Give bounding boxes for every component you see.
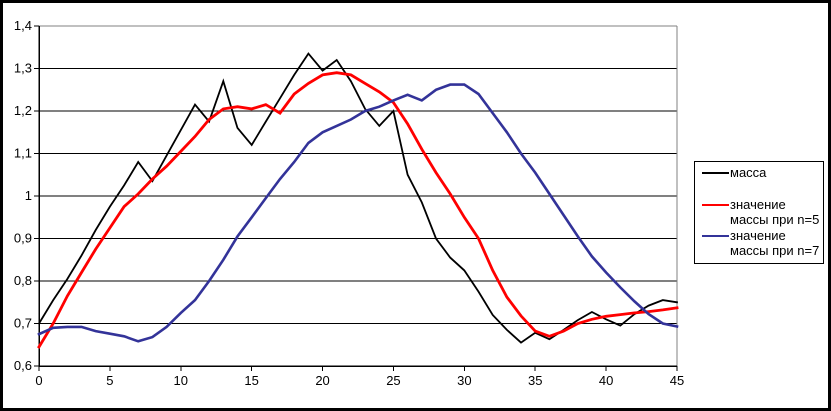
x-axis-label: 15 (244, 373, 258, 388)
y-axis-label: 0,6 (14, 358, 32, 373)
legend-line-swatch-black (702, 172, 729, 174)
x-axis-label: 20 (315, 373, 329, 388)
y-axis-label: 1,2 (14, 103, 32, 118)
y-axis-label: 1,3 (14, 61, 32, 76)
x-axis-label: 40 (599, 373, 613, 388)
legend-item-n5[interactable]: значение массы при n=5 (702, 197, 821, 227)
x-axis-label: 25 (386, 373, 400, 388)
x-axis-label: 5 (106, 373, 113, 388)
legend-label-n5: значение массы при n=5 (730, 197, 820, 227)
y-axis-label: 1 (25, 188, 32, 203)
x-axis-label: 10 (174, 373, 188, 388)
x-axis-label: 0 (35, 373, 42, 388)
y-axis-label: 0,9 (14, 231, 32, 246)
y-axis-label: 0,8 (14, 273, 32, 288)
y-axis-label: 1,4 (14, 18, 32, 33)
series-line-2[interactable] (37, 83, 679, 343)
legend-line-swatch-blue (702, 235, 729, 237)
x-axis-label: 30 (457, 373, 471, 388)
x-axis-label: 35 (528, 373, 542, 388)
y-axis-label: 1,1 (14, 146, 32, 161)
legend-label-massa: масса (730, 165, 767, 180)
legend-box[interactable]: масса значение массы при n=5 значение ма… (694, 161, 824, 264)
y-axis-label: 0,7 (14, 316, 32, 331)
series-line-0[interactable] (37, 52, 679, 344)
x-axis-label: 45 (670, 373, 684, 388)
legend-label-n7: значение массы при n=7 (730, 228, 820, 258)
legend-line-swatch-red (702, 204, 729, 206)
legend-item-massa[interactable]: масса (702, 165, 821, 180)
series-line-1[interactable] (37, 71, 679, 349)
legend-item-n7[interactable]: значение массы при n=7 (702, 228, 821, 258)
